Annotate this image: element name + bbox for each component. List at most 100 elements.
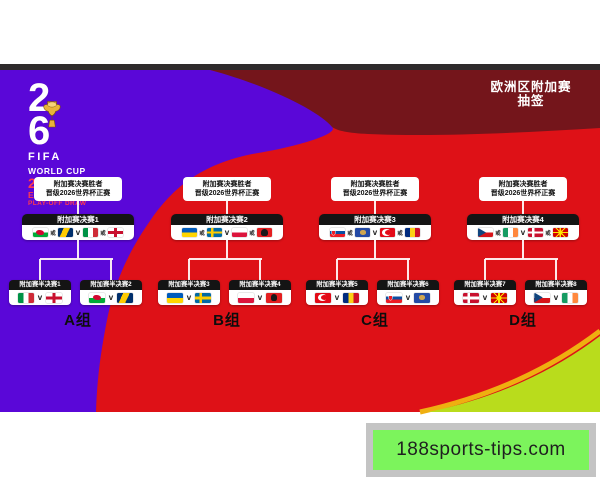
versus-label: v <box>482 293 488 302</box>
background-maroon-shape <box>210 70 600 136</box>
semifinal-title: 附加赛半决赛3 <box>158 280 220 290</box>
background-purple-shape <box>0 70 333 412</box>
versus-label: v <box>37 293 43 302</box>
bracket-path-b: 附加赛决赛胜者 晋级2026世界杯正赛 附加赛决赛2 或 v 或 附加赛半决赛3 <box>147 177 307 337</box>
connector-line <box>39 259 41 280</box>
logo-fifa-text: FIFA <box>28 151 62 163</box>
versus-label: v <box>520 228 526 237</box>
final-match-box: 附加赛决赛4 或 v 或 <box>467 214 579 240</box>
semifinal-match-box: 附加赛半决赛2 v <box>80 280 142 305</box>
flag-slovakia <box>329 227 345 238</box>
flag-albania <box>266 292 282 303</box>
group-label-d: D组 <box>509 312 537 329</box>
flag-turkey <box>379 227 395 238</box>
semifinal-teams: v <box>454 290 516 305</box>
winner-label: 附加赛决赛胜者 晋级2026世界杯正赛 <box>183 177 271 201</box>
flag-bosnia <box>58 227 74 238</box>
final-title: 附加赛决赛1 <box>22 214 134 225</box>
semifinal-match-box: 附加赛半决赛7 v <box>454 280 516 305</box>
versus-label: v <box>405 293 411 302</box>
connector-line <box>188 259 190 280</box>
or-label: 或 <box>347 230 353 237</box>
connector-line <box>336 259 338 280</box>
semifinal-match-box: 附加赛半决赛6 v <box>377 280 439 305</box>
semifinal-title: 附加赛半决赛4 <box>229 280 291 290</box>
connector-line <box>110 259 112 280</box>
background-yellow-stripe <box>419 329 600 415</box>
flag-slovakia <box>386 292 402 303</box>
flag-czechia <box>534 292 550 303</box>
connector-line <box>259 259 261 280</box>
winner-label-line1: 附加赛决赛胜者 <box>202 181 252 188</box>
semifinal-match-box: 附加赛半决赛5 v <box>306 280 368 305</box>
final-title: 附加赛决赛3 <box>319 214 431 225</box>
flag-ireland <box>503 227 519 238</box>
flag-kosovo <box>355 227 371 238</box>
connector-line <box>189 258 262 260</box>
versus-label: v <box>186 293 192 302</box>
or-label: 或 <box>397 230 403 237</box>
flag-ukraine <box>167 292 183 303</box>
semifinal-teams: v <box>158 290 220 305</box>
flag-poland <box>238 292 254 303</box>
flag-wales <box>32 227 48 238</box>
semifinal-teams: v <box>306 290 368 305</box>
connector-line <box>374 201 376 214</box>
flag-denmark <box>463 292 479 303</box>
flag-poland <box>231 227 247 238</box>
flag-kosovo <box>414 292 430 303</box>
top-black-bar <box>0 64 600 70</box>
final-teams: 或 v 或 <box>319 225 431 240</box>
semifinal-match-box: 附加赛半决赛1 v <box>9 280 71 305</box>
semifinal-teams: v <box>525 290 587 305</box>
versus-label: v <box>334 293 340 302</box>
winner-label: 附加赛决赛胜者 晋级2026世界杯正赛 <box>479 177 567 201</box>
connector-line <box>407 259 409 280</box>
connector-line <box>337 258 410 260</box>
connector-line <box>226 201 228 214</box>
versus-label: v <box>108 293 114 302</box>
semifinal-teams: v <box>377 290 439 305</box>
flag-ukraine <box>181 227 197 238</box>
semifinal-title: 附加赛半决赛6 <box>377 280 439 290</box>
winner-label: 附加赛决赛胜者 晋级2026世界杯正赛 <box>331 177 419 201</box>
or-label: 或 <box>100 230 106 237</box>
background-green-wedge <box>428 336 600 412</box>
flag-north-macedonia <box>553 227 569 238</box>
connector-line <box>522 201 524 214</box>
page-title-line1: 欧洲区附加赛 <box>490 80 572 94</box>
semifinal-title: 附加赛半决赛2 <box>80 280 142 290</box>
connector-line <box>484 259 486 280</box>
logo-worldcup-text: WORLD CUP <box>28 166 86 176</box>
or-label: 或 <box>495 230 501 237</box>
world-cup-trophy-icon <box>43 101 61 128</box>
final-teams: 或 v 或 <box>22 225 134 240</box>
versus-label: v <box>257 293 263 302</box>
group-label-b: B组 <box>213 312 241 329</box>
group-label-c: C组 <box>361 312 389 329</box>
versus-label: v <box>372 228 378 237</box>
final-match-box: 附加赛决赛3 或 v 或 <box>319 214 431 240</box>
semifinal-match-box: 附加赛半决赛4 v <box>229 280 291 305</box>
versus-label: v <box>75 228 81 237</box>
or-label: 或 <box>249 230 255 237</box>
semifinal-teams: v <box>229 290 291 305</box>
semifinal-title: 附加赛半决赛5 <box>306 280 368 290</box>
flag-romania <box>343 292 359 303</box>
flag-albania <box>257 227 273 238</box>
flag-ireland <box>562 292 578 303</box>
connector-line <box>40 258 113 260</box>
watermark-text: 188sports-tips.com <box>396 439 566 460</box>
connector-line <box>77 240 79 259</box>
flag-turkey <box>315 292 331 303</box>
flag-bosnia <box>117 292 133 303</box>
winner-label-line2: 晋级2026世界杯正赛 <box>194 190 260 197</box>
flag-sweden <box>207 227 223 238</box>
versus-label: v <box>553 293 559 302</box>
winner-label-line1: 附加赛决赛胜者 <box>350 181 400 188</box>
bracket-path-c: 附加赛决赛胜者 晋级2026世界杯正赛 附加赛决赛3 或 v 或 附加赛半决赛5 <box>295 177 455 337</box>
flag-north-macedonia <box>491 292 507 303</box>
final-teams: 或 v 或 <box>467 225 579 240</box>
